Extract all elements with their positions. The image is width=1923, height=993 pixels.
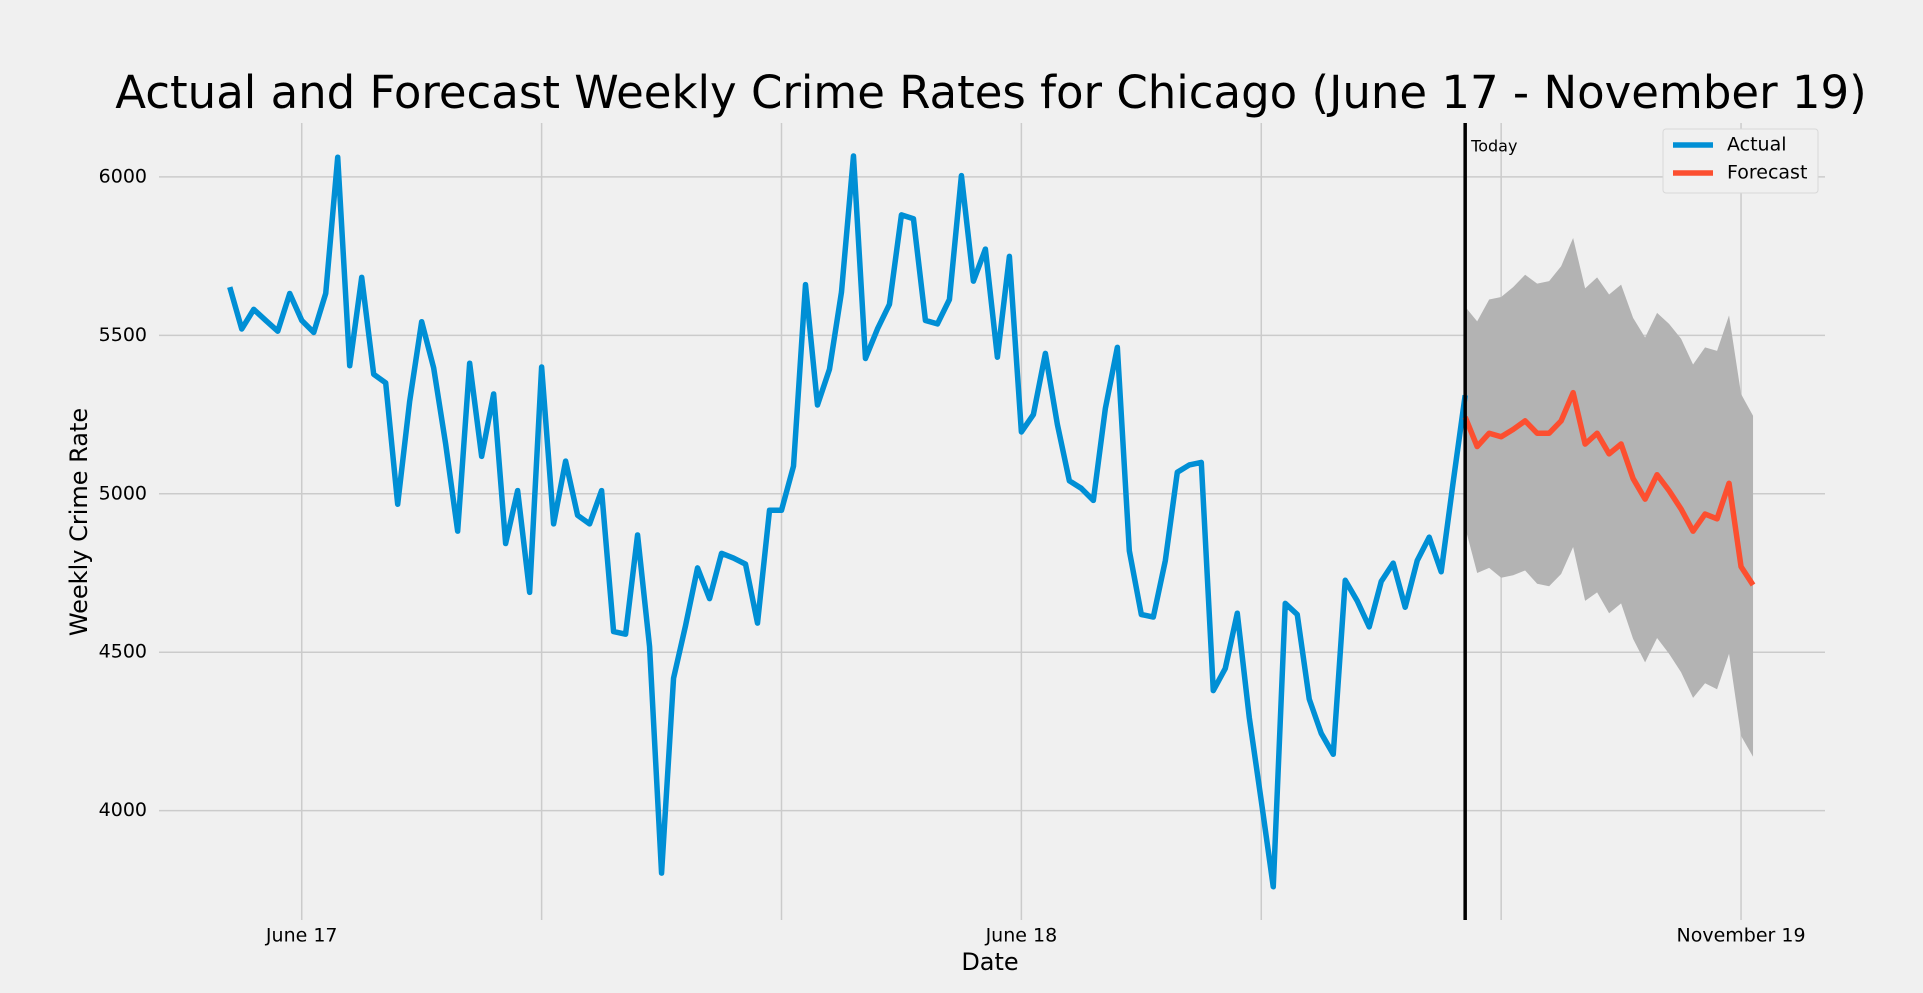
y-tick-label: 5500 — [99, 324, 147, 346]
x-tick-label: November 19 — [1677, 925, 1806, 947]
y-tick-label: 5000 — [99, 482, 147, 504]
x-tick-label: June 17 — [265, 925, 338, 947]
y-axis-label: Weekly Crime Rate — [65, 408, 93, 636]
series-line — [227, 153, 1468, 890]
legend-label: Actual — [1727, 134, 1787, 156]
legend-label: Forecast — [1727, 162, 1807, 184]
series-line — [1462, 389, 1756, 587]
y-tick-label: 4500 — [99, 641, 147, 663]
confidence-band — [1465, 238, 1754, 757]
chart-title: Actual and Forecast Weekly Crime Rates f… — [115, 66, 1866, 119]
x-tick-label: June 18 — [985, 925, 1058, 947]
y-tick-label: 6000 — [99, 165, 147, 187]
x-axis-label: Date — [961, 948, 1018, 976]
y-tick-label: 4000 — [99, 799, 147, 821]
today-label: Today — [1470, 137, 1517, 156]
